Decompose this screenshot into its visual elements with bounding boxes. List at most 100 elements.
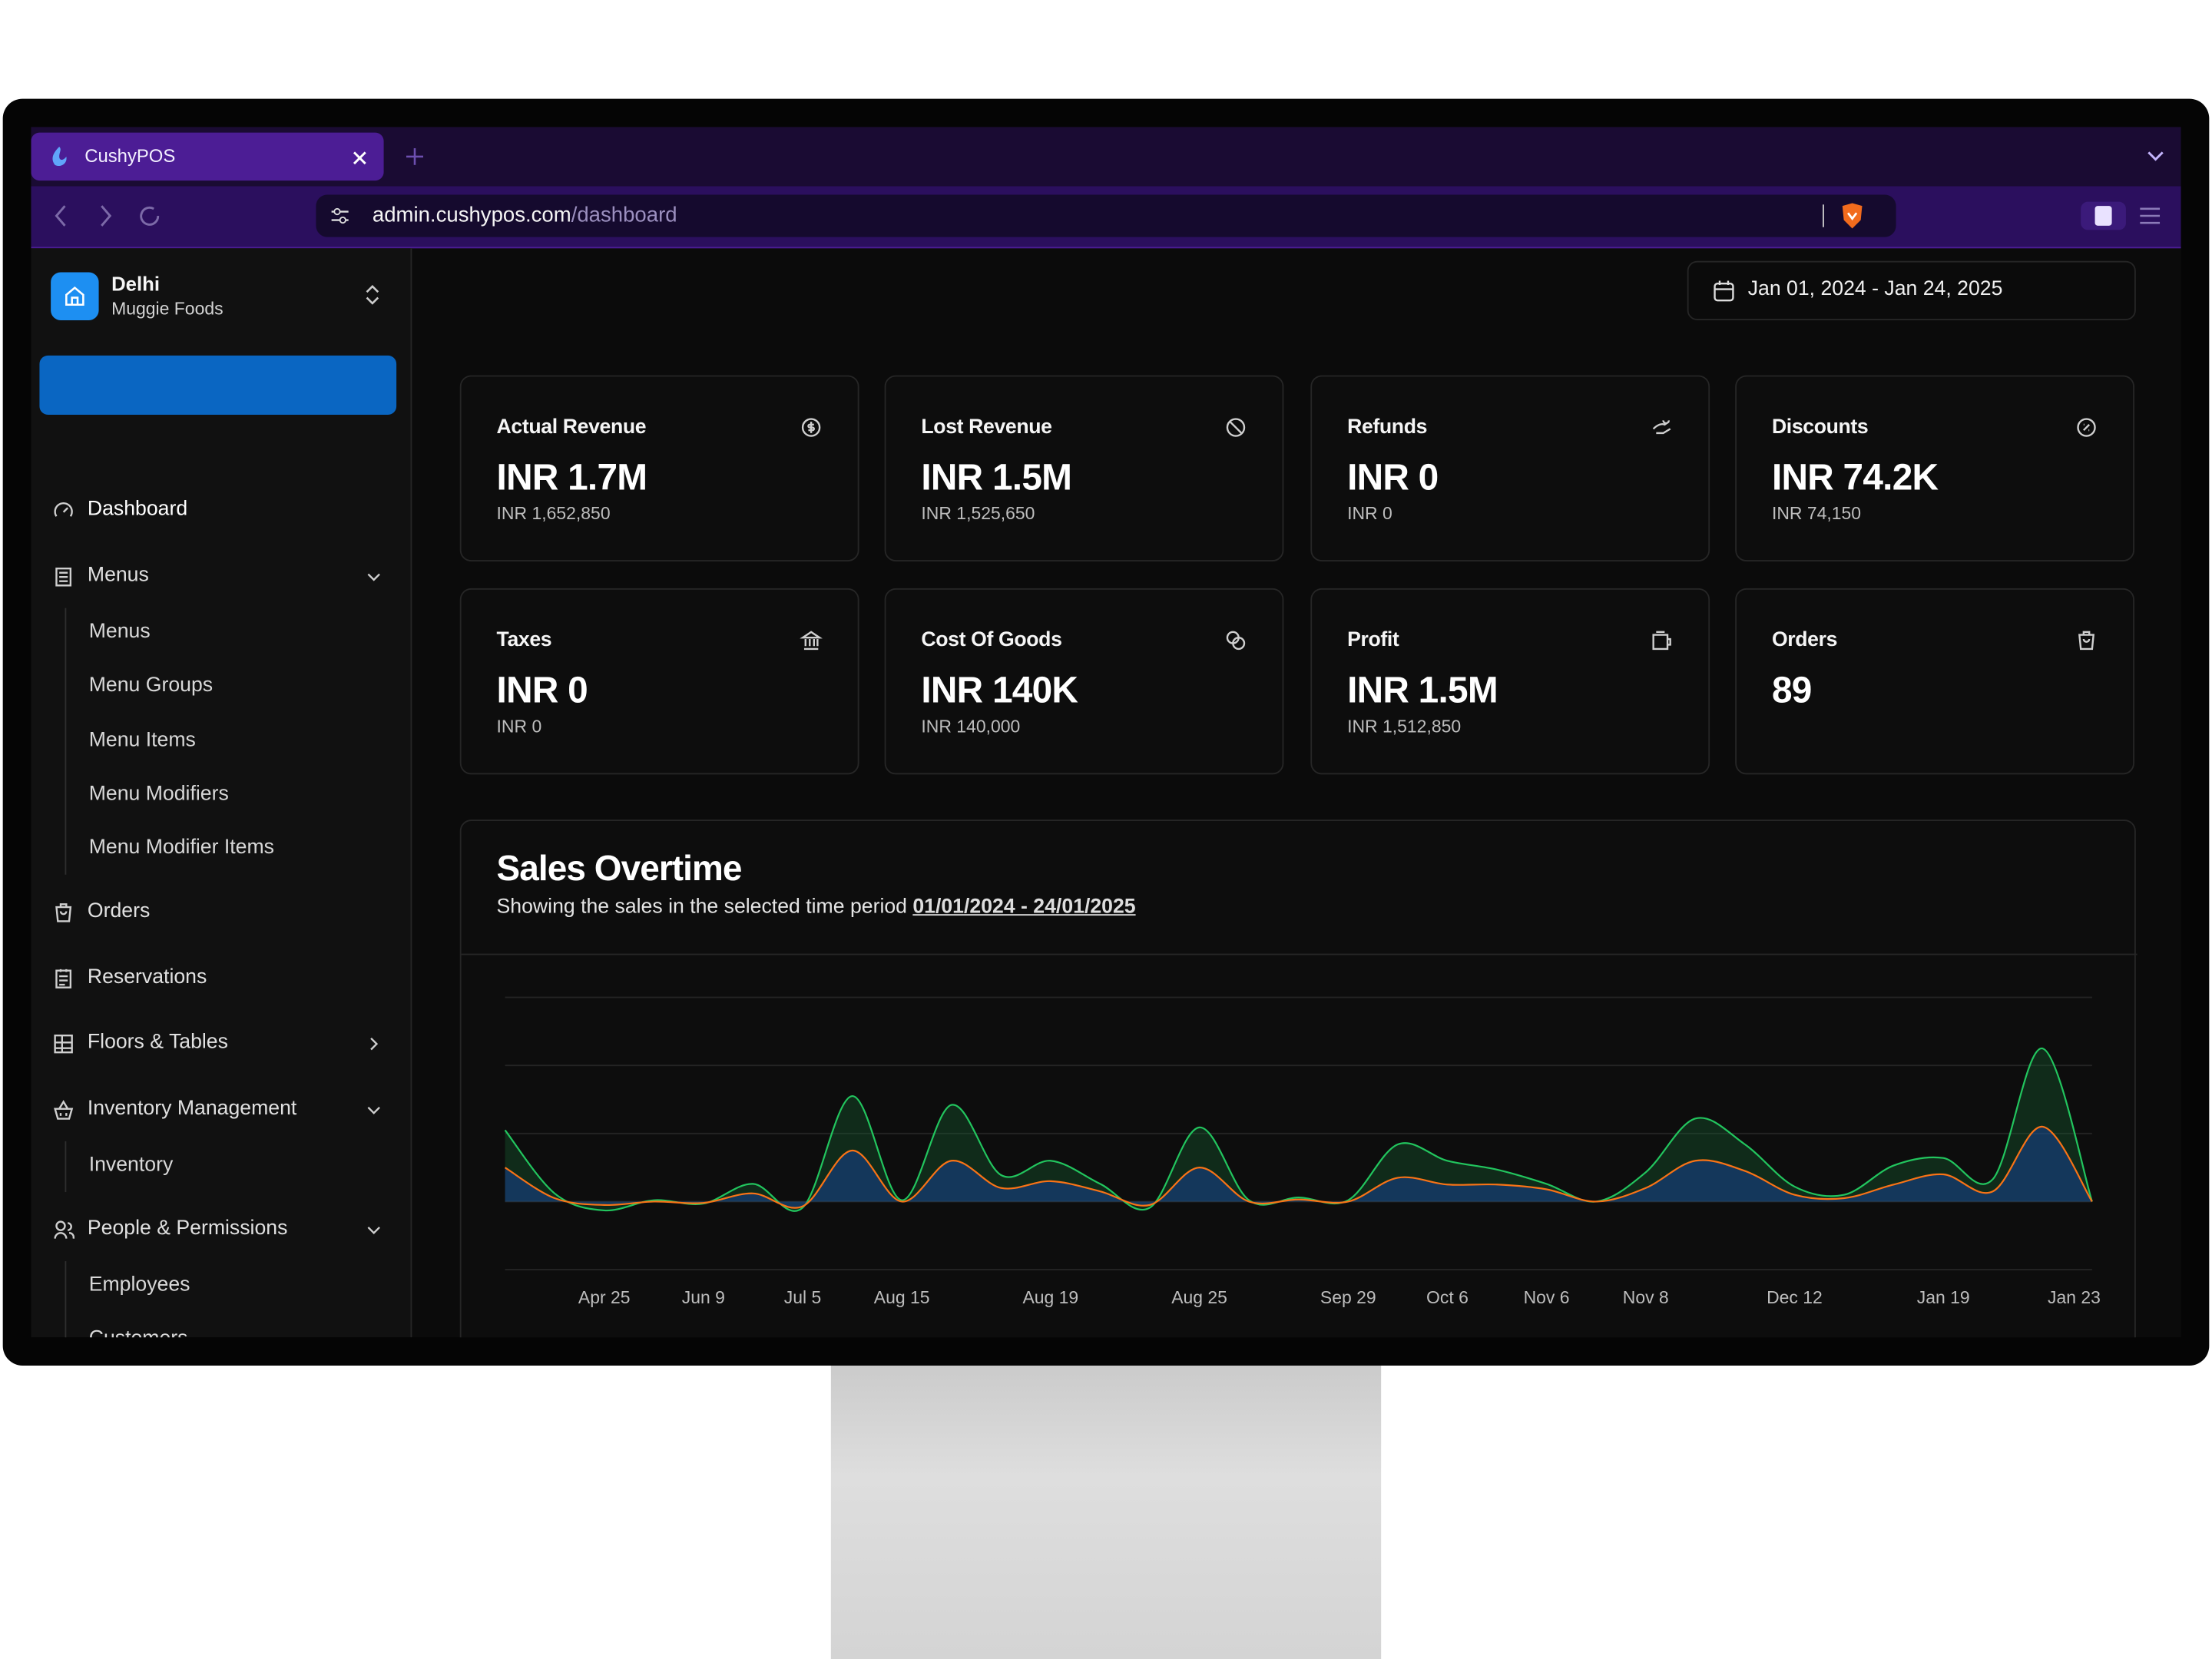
nav-item[interactable]: Floors & Tables [87,1031,228,1055]
card-icon-shape [2078,631,2095,651]
card-label: Taxes [496,629,552,652]
nav-icon [54,1034,73,1054]
location-name: Delhi [111,272,160,295]
card-label: Orders [1771,629,1838,652]
card-icon [1226,631,1246,651]
card-value: INR 140K [921,668,1078,711]
nav-chevron-shape [367,573,380,581]
nav-subitem[interactable]: Customers [89,1327,188,1337]
series-area [505,1048,2092,1211]
nav-chevron-shape [367,1106,380,1114]
card-label: Discounts [1771,416,1869,439]
card-icon [1226,418,1246,437]
x-tick-label: Aug 25 [1171,1287,1227,1307]
stat-card: Taxes INR 0 INR 0 [459,588,859,775]
nav-item[interactable]: Reservations [87,966,207,989]
card-icon-shape [1652,420,1671,435]
card-value: 89 [1771,668,1812,711]
business-name: Muggie Foods [111,299,224,320]
nav-subitem[interactable]: Menu Items [88,729,196,752]
card-icon-shape [1652,631,1671,651]
location-switch[interactable] [366,285,379,305]
card-icon-shape [1226,418,1246,437]
card-sub: INR 140,000 [921,717,1021,737]
browser-tab[interactable]: CushyPOS [31,132,384,181]
stat-card: Orders 89 [1735,588,2134,775]
chart-title: Sales Overtime [496,849,743,889]
stat-card: Lost Revenue INR 1.5M INR 1,525,650 [884,375,1284,562]
nav-subitem[interactable]: Menus [88,621,151,644]
toolbar-icons[interactable] [2079,200,2164,231]
card-icon-shape [800,631,823,651]
chart-subtitle-row: Showing the sales in the selected time p… [497,896,1136,918]
card-icon [801,418,821,437]
card-icon [1652,420,1671,435]
monitor-stand [830,1354,1382,1659]
nav-subitem[interactable]: Menu Modifiers [88,783,229,806]
card-label: Actual Revenue [496,416,647,439]
x-tick-label: Apr 25 [578,1287,631,1307]
address-bar[interactable]: admin.cushypos.com /dashboard [316,194,1896,237]
date-range: Jan 01, 2024 - Jan 24, 2025 [1747,277,2003,301]
nav-item[interactable]: People & Permissions [87,1217,288,1240]
nav-subitem[interactable]: Employees [88,1273,190,1296]
nav-icon [55,903,72,922]
x-tick-label: Nov 6 [1524,1287,1570,1307]
card-icon [800,631,823,651]
nav-icon [54,502,73,517]
chart-subtitle: Showing the sales in the selected time p… [496,896,907,919]
series-area [505,1126,2092,1208]
nav-item[interactable]: Inventory Management [87,1097,297,1121]
nav-chevron[interactable] [363,1032,385,1055]
nav-buttons[interactable] [51,203,164,228]
card-sub: INR 1,512,850 [1347,717,1462,737]
main: Jan 01, 2024 - Jan 24, 2025 Actual Reven… [412,248,2181,1338]
nav-subitem[interactable]: Menu Groups [88,674,214,697]
nav-subitem[interactable]: Inventory [88,1154,174,1177]
nav-item[interactable]: Dashboard [87,498,188,521]
nav-chevron[interactable] [363,1219,385,1241]
nav-chevron-shape [367,1227,380,1234]
nav-item[interactable]: Orders [87,899,151,923]
nav-active-bg[interactable] [39,355,397,416]
card-sub: INR 74,150 [1771,503,1862,524]
tab-title: CushyPOS [84,145,176,167]
nav-icon-shape [54,502,73,517]
x-tick-label: Sep 29 [1320,1287,1376,1307]
sidebar: Delhi Muggie Foods Dashboard Menus Menus Me… [31,248,412,1338]
x-tick-label: Aug 15 [874,1287,930,1307]
card-sub: INR 1,652,850 [496,503,611,524]
nav-icon-shape [54,1100,74,1120]
stat-card: Cost Of Goods INR 140K INR 140,000 [884,588,1284,775]
nav-chevron[interactable] [363,566,385,588]
card-value: INR 74.2K [1771,455,1939,498]
nav-chevron[interactable] [363,1099,385,1121]
brave-icon[interactable] [1839,202,1865,230]
nav-item[interactable]: Menus [87,564,149,588]
site-info[interactable] [330,206,350,226]
url-host: admin.cushypos.com [372,203,571,227]
nav-icon [54,1100,74,1120]
new-tab[interactable] [406,147,424,165]
nav-subitem[interactable]: Menu Modifier Items [88,836,274,859]
stat-card: Profit INR 1.5M INR 1,512,850 [1310,588,1710,775]
screen: CushyPOS admin.cushypos.com /dashboard D… [31,127,2181,1338]
chart-card: Sales Overtime Showing the sales in the s… [459,820,2137,1338]
location-icon [51,272,99,320]
x-tick-label: Oct 6 [1426,1287,1469,1307]
card-sub: INR 0 [496,717,542,737]
nav-chevron-shape [370,1037,379,1051]
tab-close[interactable] [353,151,366,165]
nav-icon-shape [55,969,72,988]
card-icon [2077,418,2096,437]
card-icon [2078,631,2095,651]
x-tick-label: Dec 12 [1767,1287,1823,1307]
card-icon-shape [801,418,821,437]
date-picker[interactable]: Jan 01, 2024 - Jan 24, 2025 [1687,260,2136,320]
card-sub: INR 1,525,650 [921,503,1035,524]
card-label: Refunds [1347,416,1428,439]
tab-menu[interactable] [2147,151,2164,163]
card-value: INR 0 [496,668,588,711]
